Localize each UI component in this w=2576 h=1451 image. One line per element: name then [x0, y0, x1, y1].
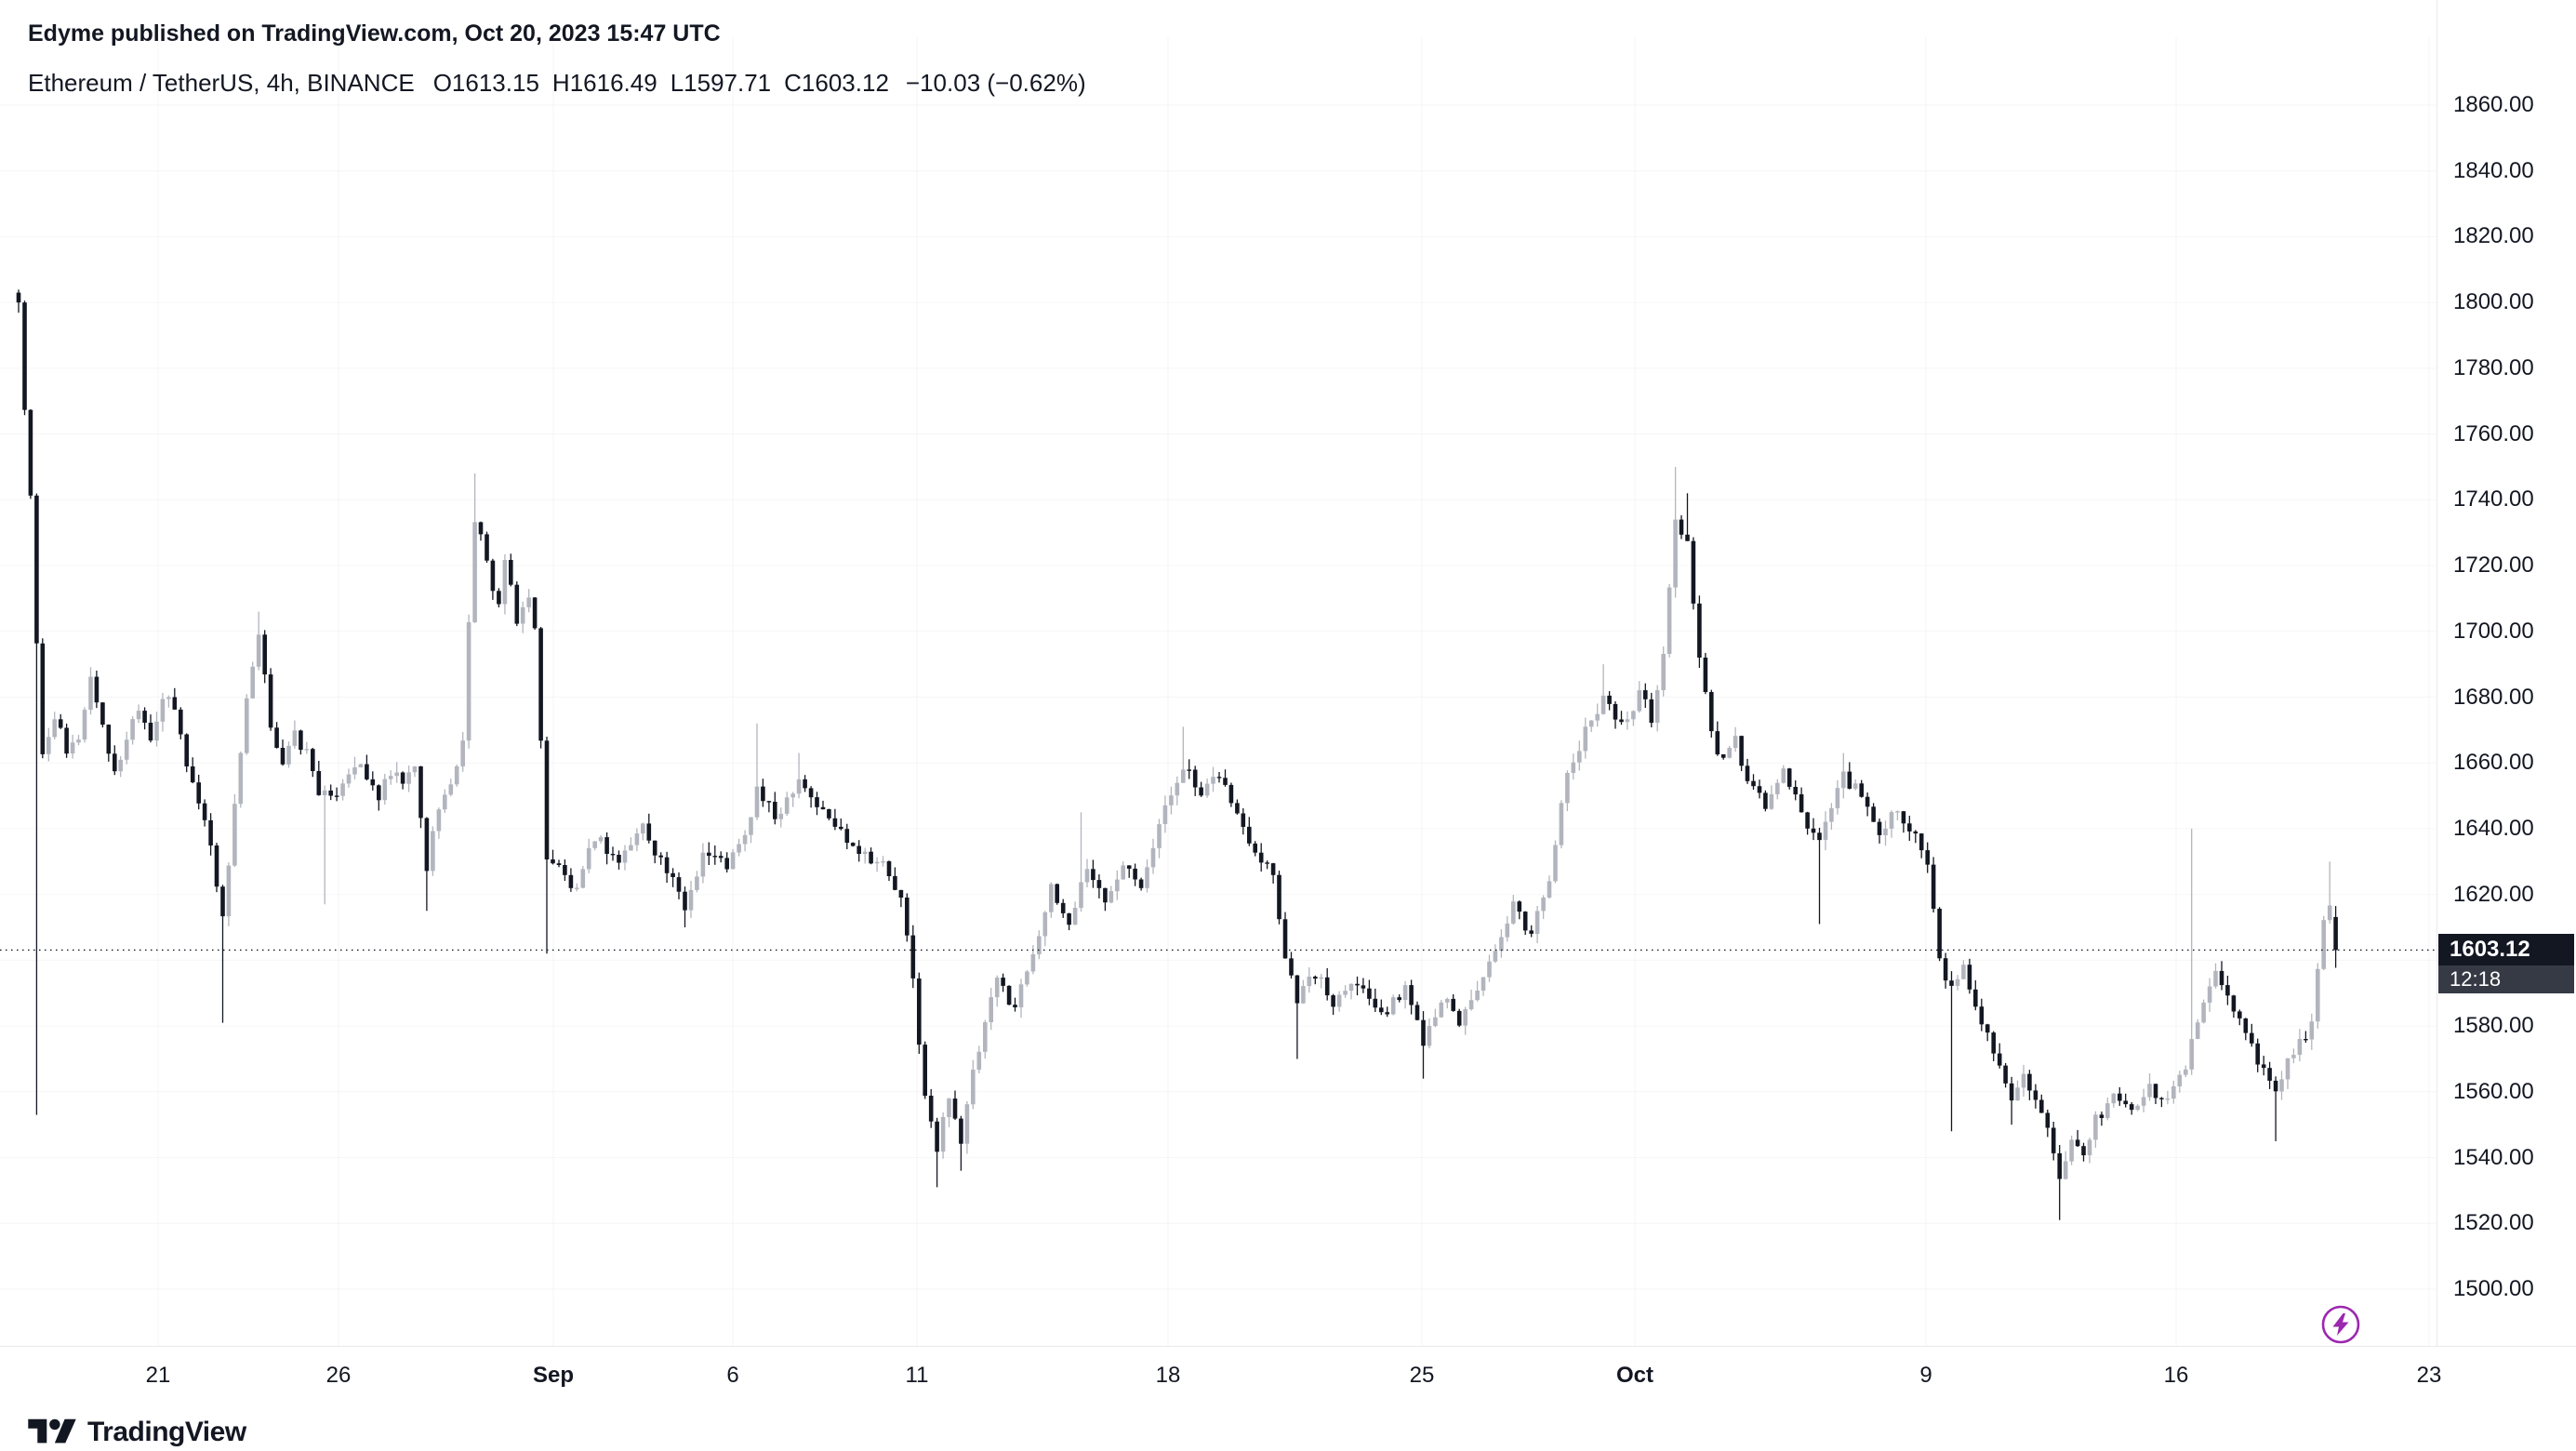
ohlc-values: O1613.15 H1616.49 L1597.71 C1603.12	[433, 69, 902, 97]
time-tick-label: Sep	[532, 1363, 575, 1388]
time-tick-label: 9	[1919, 1363, 1932, 1388]
time-tick-label: 6	[726, 1363, 739, 1388]
chart-legend: Ethereum / TetherUS, 4h, BINANCE O1613.15…	[28, 69, 1086, 98]
change-value: −10.03 (−0.62%)	[905, 69, 1086, 97]
time-tick-label: 25	[1409, 1363, 1435, 1388]
price-tick-label: 1640.00	[2453, 815, 2534, 841]
tradingview-logo-text: TradingView	[87, 1417, 246, 1447]
grid-layer	[0, 0, 2576, 1347]
ohlc-item: H1616.49	[551, 69, 657, 97]
price-tick-label: 1680.00	[2453, 684, 2534, 710]
price-tick-label: 1520.00	[2453, 1210, 2534, 1236]
lightning-icon	[2321, 1305, 2360, 1344]
ohlc-item: L1597.71	[670, 69, 772, 97]
price-tick-label: 1660.00	[2453, 750, 2534, 776]
price-tick-label: 1780.00	[2453, 354, 2534, 380]
price-scale[interactable]: 1860.00 1840.00 1820.00 1800.00 1780.00 1760.…	[2438, 0, 2576, 1346]
tradingview-logo[interactable]: TradingView	[28, 1416, 246, 1449]
price-tick-label: 1820.00	[2453, 223, 2534, 249]
time-tick-label: Oct	[1615, 1363, 1654, 1388]
price-tick-label: 1700.00	[2453, 618, 2534, 644]
price-tick-label: 1620.00	[2453, 881, 2534, 907]
price-tick-label: 1540.00	[2453, 1144, 2534, 1170]
price-tick-label: 1560.00	[2453, 1078, 2534, 1104]
price-tick-label: 1740.00	[2453, 486, 2534, 513]
time-tick-label: 21	[145, 1363, 171, 1388]
time-tick-label: 23	[2416, 1363, 2442, 1388]
publication-header: Edyme published on TradingView.com, Oct …	[28, 20, 721, 47]
time-tick-label: 26	[325, 1363, 352, 1388]
lightning-marker[interactable]	[2320, 1304, 2361, 1345]
last-price: 1603.12	[2438, 934, 2574, 966]
time-tick-label: 11	[905, 1363, 929, 1388]
price-tick-label: 1500.00	[2453, 1276, 2534, 1301]
price-tick-label: 1720.00	[2453, 552, 2534, 579]
price-label-badge: 1603.12 12:18	[2438, 934, 2574, 994]
price-tick-label: 1580.00	[2453, 1013, 2534, 1039]
price-tick-label: 1800.00	[2453, 289, 2534, 315]
time-scale[interactable]: 21 26 Sep 6 11 18 25 Oct 9 16 23	[0, 1346, 2576, 1405]
ohlc-item: C1603.12	[784, 69, 889, 97]
bar-countdown: 12:18	[2438, 965, 2574, 994]
price-tick-label: 1860.00	[2453, 92, 2534, 117]
price-tick-label: 1840.00	[2453, 157, 2534, 183]
tradingview-mark-icon	[28, 1418, 76, 1444]
symbol-title[interactable]: Ethereum / TetherUS, 4h, BINANCE	[28, 69, 415, 97]
price-tick-label: 1760.00	[2453, 420, 2534, 446]
time-tick-label: 16	[2163, 1363, 2189, 1388]
ohlc-item: O1613.15	[432, 69, 539, 97]
time-tick-label: 18	[1155, 1363, 1181, 1388]
candles-layer	[16, 289, 2338, 1220]
